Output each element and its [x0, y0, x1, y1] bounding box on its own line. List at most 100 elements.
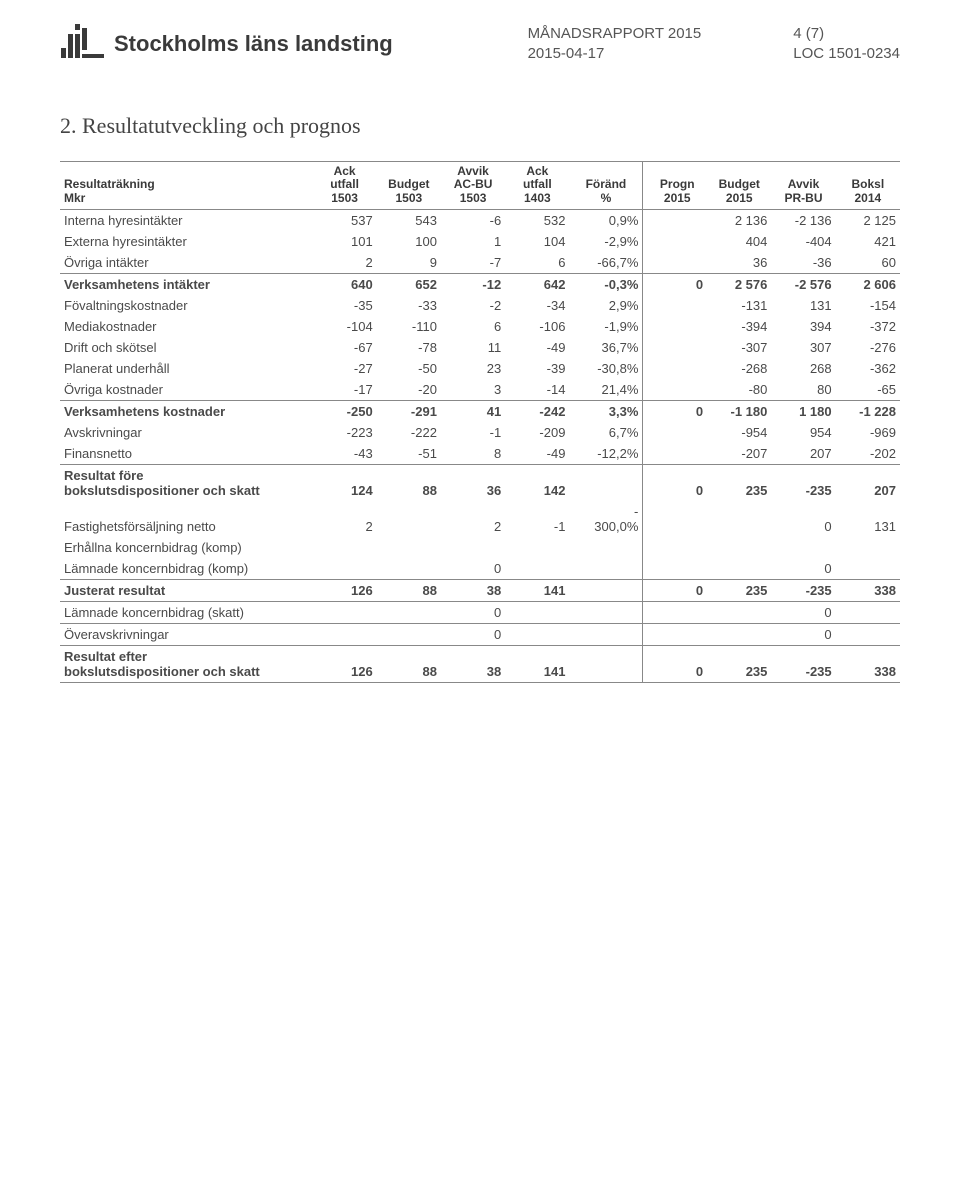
row-cell: 11 [441, 337, 505, 358]
row-cell: 88 [377, 645, 441, 682]
row-cell [643, 295, 707, 316]
row-cell [505, 601, 569, 623]
row-cell [643, 601, 707, 623]
row-cell: -250 [312, 400, 376, 422]
row-cell: -300,0% [569, 501, 642, 537]
row-cell: -66,7% [569, 252, 642, 274]
row-cell [643, 337, 707, 358]
row-cell: 0 [441, 558, 505, 580]
row-cell: 0 [771, 601, 835, 623]
row-cell: -209 [505, 422, 569, 443]
row-label: Fövaltningskostnader [60, 295, 312, 316]
row-cell: 0 [771, 558, 835, 580]
report-date: 2015-04-17 [528, 44, 702, 64]
row-cell [569, 645, 642, 682]
row-label: Fastighetsförsäljning netto [60, 501, 312, 537]
row-cell: 2 606 [836, 273, 900, 295]
row-cell: 141 [505, 579, 569, 601]
row-cell: 38 [441, 579, 505, 601]
row-cell [505, 537, 569, 558]
row-cell [377, 501, 441, 537]
row-cell [836, 601, 900, 623]
row-cell: 88 [377, 464, 441, 501]
row-label: Övriga intäkter [60, 252, 312, 274]
row-cell: 126 [312, 579, 376, 601]
row-cell: -49 [505, 337, 569, 358]
row-cell: -43 [312, 443, 376, 465]
row-cell: -235 [771, 579, 835, 601]
results-table: ResultaträkningMkrAckutfall1503Budget150… [60, 161, 900, 683]
row-cell [643, 379, 707, 401]
row-cell: 652 [377, 273, 441, 295]
table-row: Lämnade koncernbidrag (skatt)00 [60, 601, 900, 623]
row-cell: 88 [377, 579, 441, 601]
page-header: Stockholms läns landsting MÅNADSRAPPORT … [60, 24, 900, 65]
row-cell: -17 [312, 379, 376, 401]
row-cell: -202 [836, 443, 900, 465]
row-cell: 1 [441, 231, 505, 252]
row-cell: 100 [377, 231, 441, 252]
table-row: Justerat resultat12688381410235-235338 [60, 579, 900, 601]
row-cell: 1 180 [771, 400, 835, 422]
row-cell: 6 [505, 252, 569, 274]
row-cell: -1 180 [707, 400, 771, 422]
row-cell: 0 [643, 273, 707, 295]
row-cell [643, 623, 707, 645]
row-cell: -80 [707, 379, 771, 401]
row-cell [643, 209, 707, 231]
row-cell: 2,9% [569, 295, 642, 316]
row-cell [569, 537, 642, 558]
row-label: Erhållna koncernbidrag (komp) [60, 537, 312, 558]
table-row: Fövaltningskostnader-35-33-2-342,9%-1311… [60, 295, 900, 316]
row-cell: -6 [441, 209, 505, 231]
header-right: 4 (7) LOC 1501-0234 [793, 24, 900, 65]
row-cell [569, 623, 642, 645]
row-cell [569, 579, 642, 601]
row-cell: 0 [643, 400, 707, 422]
row-cell: 3 [441, 379, 505, 401]
row-cell: 6,7% [569, 422, 642, 443]
row-cell [505, 558, 569, 580]
row-cell: 131 [836, 501, 900, 537]
row-cell [377, 537, 441, 558]
row-cell: 537 [312, 209, 376, 231]
org-logo-icon [60, 24, 104, 63]
row-cell: 0 [771, 501, 835, 537]
row-cell: -223 [312, 422, 376, 443]
row-cell [312, 558, 376, 580]
row-cell: -106 [505, 316, 569, 337]
row-cell: -2,9% [569, 231, 642, 252]
row-cell: -7 [441, 252, 505, 274]
row-cell [643, 537, 707, 558]
row-cell [643, 252, 707, 274]
head-left-2: Mkr [64, 192, 308, 206]
table-row: Övriga intäkter29-76-66,7%36-3660 [60, 252, 900, 274]
row-label: Justerat resultat [60, 579, 312, 601]
row-cell: 6 [441, 316, 505, 337]
row-cell [312, 537, 376, 558]
row-cell: -291 [377, 400, 441, 422]
table-row: Resultat förebokslutsdispositioner och s… [60, 464, 900, 501]
row-cell [836, 537, 900, 558]
table-row: Verksamhetens kostnader-250-29141-2423,3… [60, 400, 900, 422]
row-cell: 124 [312, 464, 376, 501]
report-title: MÅNADSRAPPORT 2015 [528, 24, 702, 44]
row-cell [643, 231, 707, 252]
row-label: Resultat förebokslutsdispositioner och s… [60, 464, 312, 501]
row-cell: 36 [441, 464, 505, 501]
table-head-col: AvvikAC-BU1503 [441, 161, 505, 209]
row-cell [643, 501, 707, 537]
row-cell: 532 [505, 209, 569, 231]
row-cell: 954 [771, 422, 835, 443]
row-cell [569, 558, 642, 580]
row-cell: -65 [836, 379, 900, 401]
row-cell: 131 [771, 295, 835, 316]
table-head-col: Budget2015 [707, 161, 771, 209]
row-label: Avskrivningar [60, 422, 312, 443]
table-head-col: Progn2015 [643, 161, 707, 209]
row-label: Verksamhetens kostnader [60, 400, 312, 422]
row-cell: 2 [312, 252, 376, 274]
row-cell [643, 558, 707, 580]
row-cell: 268 [771, 358, 835, 379]
row-cell: 60 [836, 252, 900, 274]
